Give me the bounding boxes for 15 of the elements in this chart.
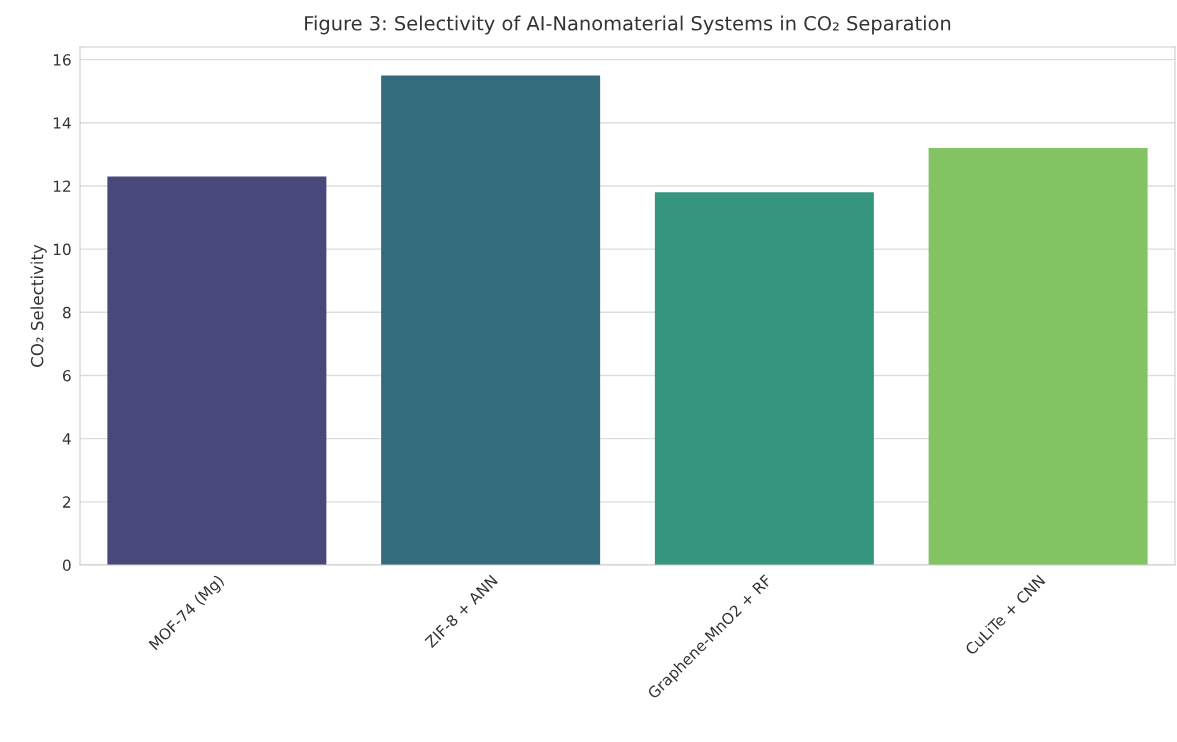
y-tick-label: 14 (53, 117, 71, 129)
bar (381, 75, 601, 565)
y-tick-label: 10 (53, 243, 71, 256)
y-tick-label: 0 (62, 559, 71, 572)
y-tick-label: 4 (62, 433, 71, 445)
y-axis-title: CO₂ Selectivity (30, 244, 47, 367)
y-tick-label: 12 (53, 180, 71, 192)
bar (107, 176, 327, 565)
y-tick-label: 16 (53, 54, 71, 66)
y-tick-label: 6 (63, 369, 71, 382)
chart-title: Figure 3: Selectivity of AI-Nanomaterial Systems in CO₂ Separation (305, 15, 951, 35)
bar (928, 148, 1148, 565)
y-tick-label: 8 (62, 306, 71, 319)
bar (654, 192, 874, 565)
y-tick-label: 2 (63, 496, 71, 508)
